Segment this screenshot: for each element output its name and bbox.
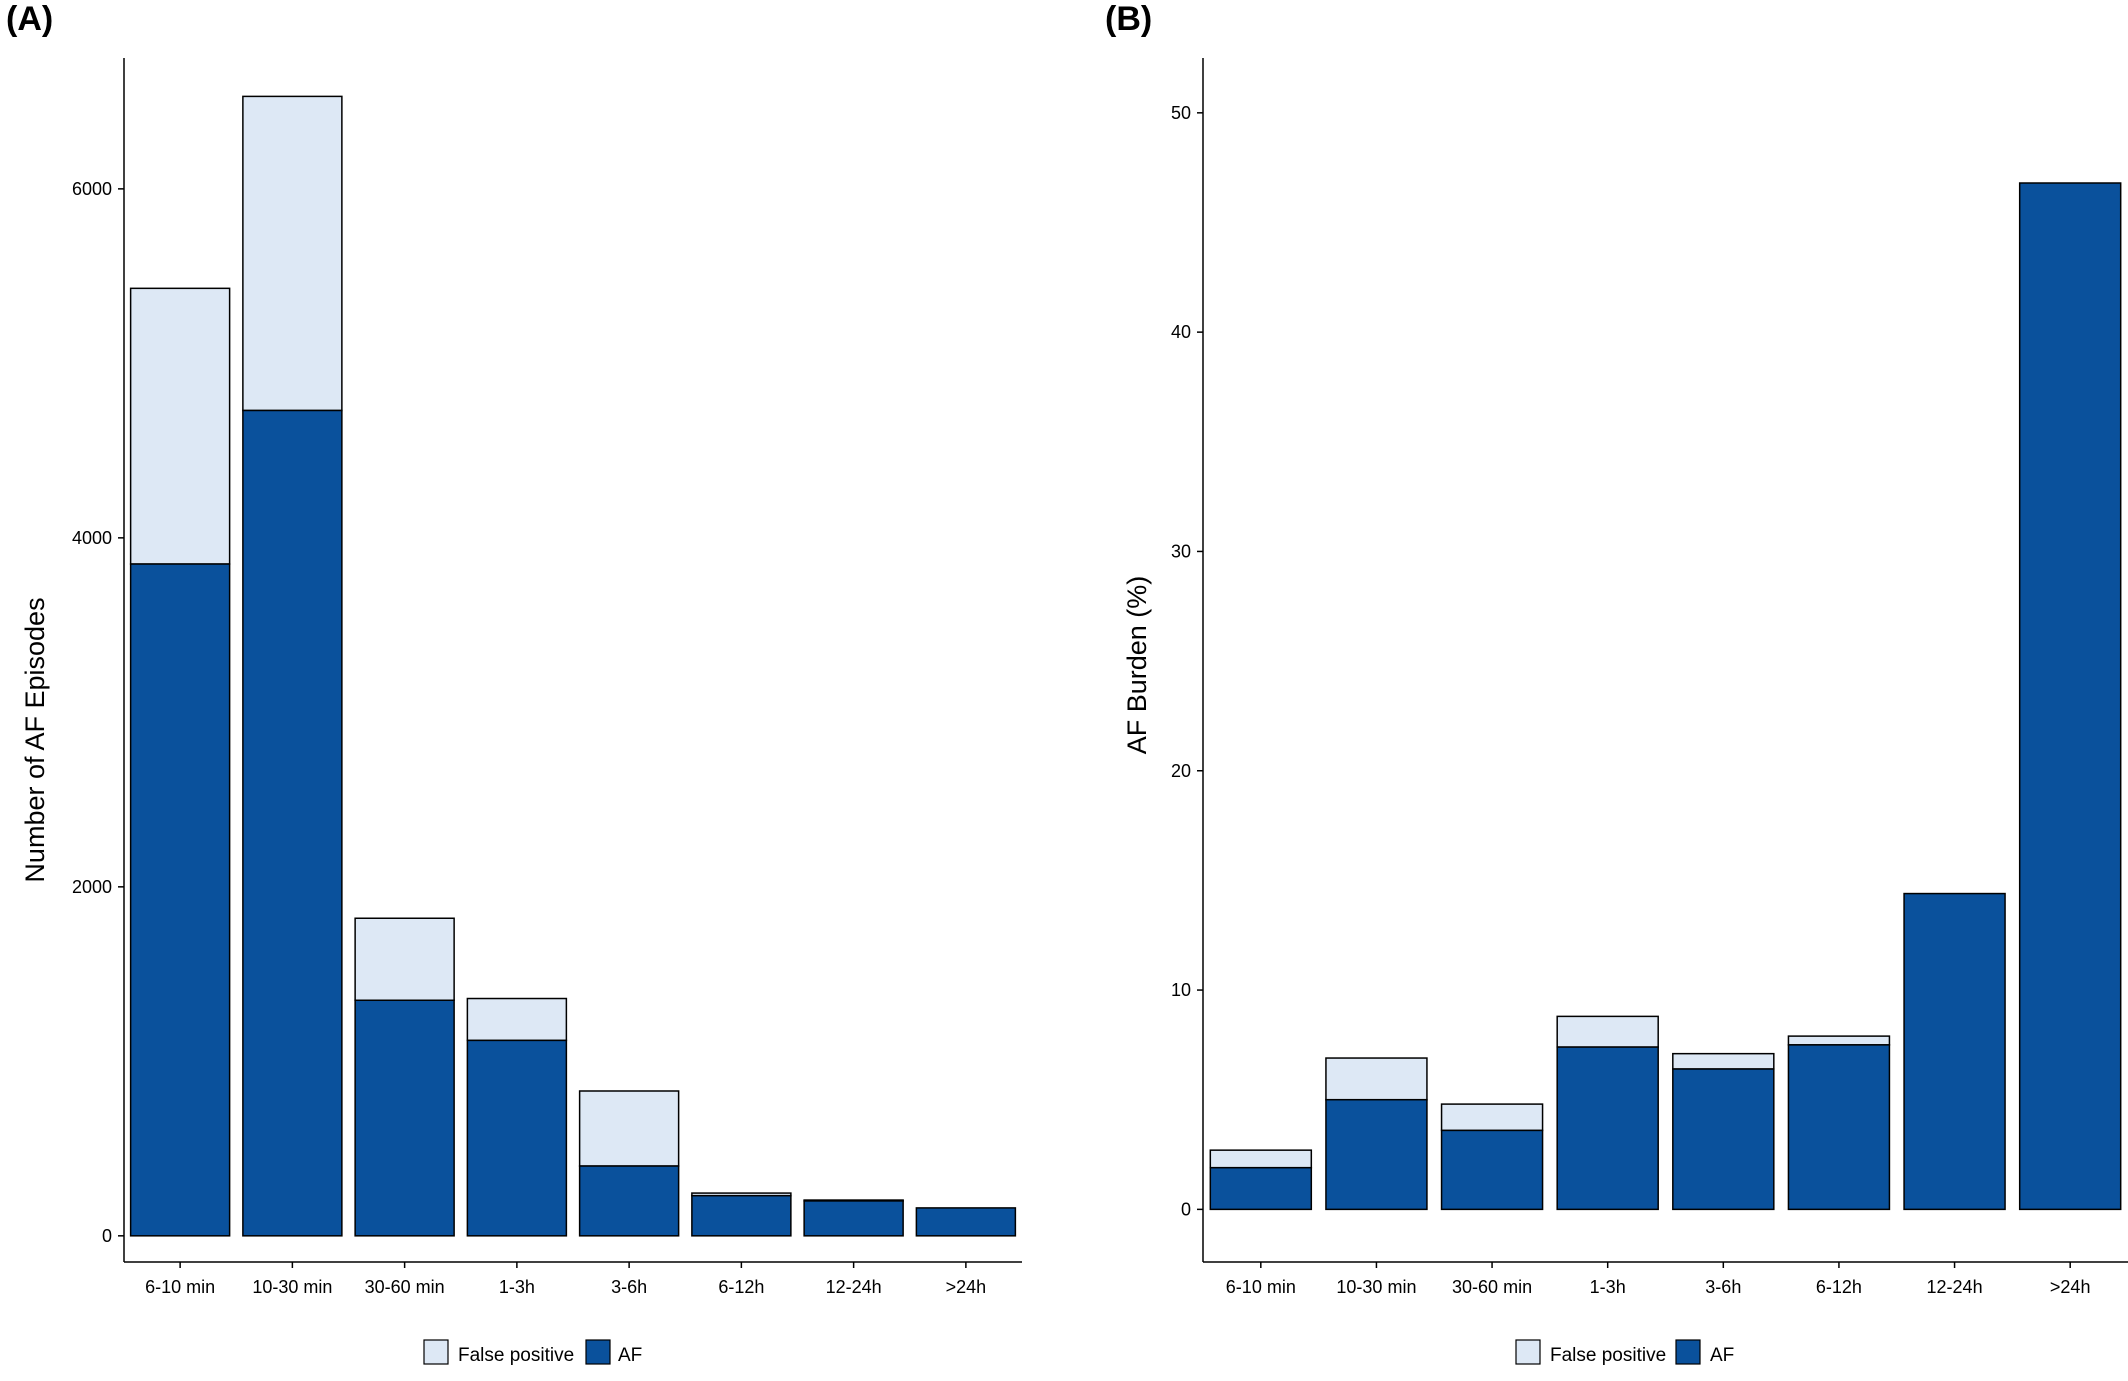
x-tick-label: 12-24h — [826, 1277, 882, 1297]
legend-label-false-positive: False positive — [1550, 1345, 1666, 1366]
x-tick-label: 10-30 min — [1336, 1277, 1416, 1297]
y-axis-title: Number of AF Episodes — [20, 597, 50, 882]
legend-swatch-false-positive — [423, 1339, 449, 1365]
x-tick-label: 6-12h — [718, 1277, 764, 1297]
bar-af — [466, 1039, 568, 1237]
x-tick-label: 10-30 min — [252, 1277, 332, 1297]
bar-af — [1787, 1044, 1891, 1211]
x-tick-label: 6-10 min — [1226, 1277, 1296, 1297]
bar-false-positive — [578, 1090, 680, 1167]
x-tick-label: 6-12h — [1816, 1277, 1862, 1297]
bar-false-positive — [129, 287, 231, 565]
bar-af — [242, 409, 343, 1237]
bar-af — [2018, 182, 2122, 1211]
y-tick-label: 4000 — [72, 528, 112, 548]
x-tick-label: 12-24h — [1927, 1277, 1983, 1297]
bar-af — [1440, 1129, 1544, 1211]
bar-af — [691, 1194, 792, 1237]
y-tick-label: 0 — [102, 1226, 112, 1246]
legend-swatch-false-positive — [1515, 1339, 1541, 1365]
panel-a-label: (A) — [6, 0, 54, 38]
bar-false-positive — [466, 997, 568, 1042]
y-tick-label: 30 — [1171, 541, 1191, 561]
bar-false-positive — [1787, 1035, 1891, 1046]
y-tick-label: 50 — [1171, 103, 1191, 123]
bar-af — [1209, 1166, 1313, 1211]
x-tick-label: 3-6h — [1705, 1277, 1741, 1297]
bar-af — [915, 1207, 1017, 1237]
x-tick-label: 30-60 min — [365, 1277, 445, 1297]
x-tick-label: 1-3h — [499, 1277, 535, 1297]
y-tick-label: 6000 — [72, 179, 112, 199]
bar-af — [1556, 1046, 1659, 1211]
bar-false-positive — [354, 917, 455, 1002]
y-tick-label: 2000 — [72, 877, 112, 897]
legend: False positive AF — [1515, 1339, 1734, 1366]
bar-af — [1672, 1068, 1775, 1211]
legend-label-af: AF — [618, 1345, 642, 1366]
x-tick-label: >24h — [946, 1277, 987, 1297]
chart-panel-a: 0 2000 4000 6000 6-10 min 10-30 min 30-60 min 1… — [20, 58, 1022, 1366]
panel-b-label: (B) — [1105, 0, 1153, 38]
bar-false-positive — [1672, 1052, 1775, 1070]
bar-false-positive — [1325, 1057, 1428, 1101]
bar-false-positive — [1556, 1015, 1659, 1048]
bar-af — [1325, 1098, 1428, 1211]
x-tick-label: >24h — [2050, 1277, 2091, 1297]
bar-af — [803, 1200, 904, 1237]
x-tick-label: 1-3h — [1590, 1277, 1626, 1297]
legend-label-af: AF — [1710, 1345, 1734, 1366]
y-axis-title: AF Burden (%) — [1122, 576, 1152, 755]
legend-swatch-af — [1675, 1339, 1701, 1365]
y-tick-label: 10 — [1171, 980, 1191, 1000]
y-tick-label: 40 — [1171, 322, 1191, 342]
bar-af — [129, 563, 231, 1237]
chart-panel-b: 0 10 20 30 40 50 6-10 min 10-30 min 30-60 min 1-3… — [1122, 58, 2128, 1366]
y-tick-label: 0 — [1181, 1199, 1191, 1219]
bar-false-positive — [242, 95, 343, 412]
x-tick-label: 30-60 min — [1452, 1277, 1532, 1297]
x-tick-label: 3-6h — [611, 1277, 647, 1297]
legend: False positive AF — [423, 1339, 642, 1366]
bar-af — [354, 999, 455, 1237]
bar-af — [578, 1165, 680, 1237]
bar-false-positive — [1209, 1149, 1313, 1169]
bar-af — [1903, 892, 2006, 1211]
legend-swatch-af — [585, 1339, 611, 1365]
bar-false-positive — [1440, 1103, 1544, 1132]
x-tick-label: 6-10 min — [145, 1277, 215, 1297]
y-tick-label: 20 — [1171, 761, 1191, 781]
legend-label-false-positive: False positive — [458, 1345, 574, 1366]
